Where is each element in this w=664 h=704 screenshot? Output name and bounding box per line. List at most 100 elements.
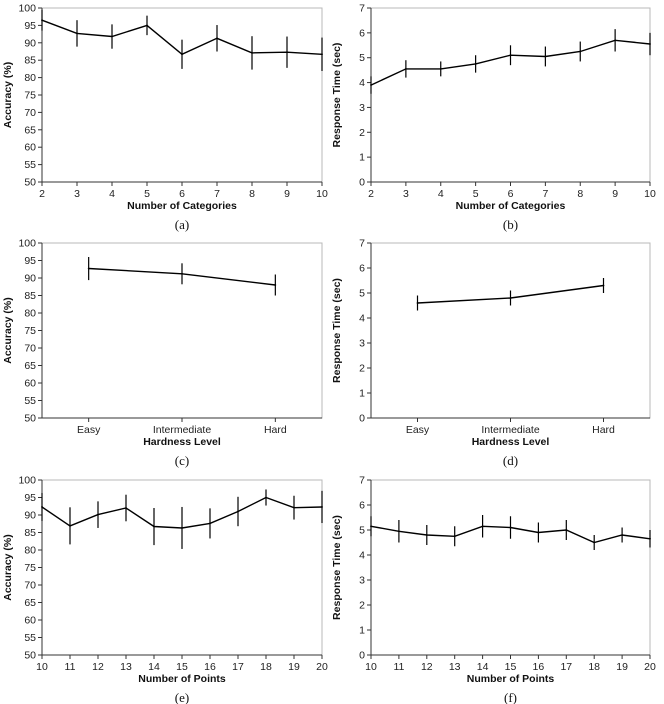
x-tick-label: 17	[560, 661, 572, 673]
x-tick-label: 19	[616, 661, 628, 673]
data-point	[593, 541, 596, 544]
x-axis-title: Number of Points	[138, 673, 226, 685]
chart-panel-d: 0 1 2 3 4 5 6 7 Easy Intermediate Hard Hardness Lev…	[331, 238, 651, 468]
x-tick-label: 11	[393, 661, 404, 673]
y-tick-label: 95	[24, 20, 36, 32]
y-tick-label: 85	[24, 527, 36, 539]
data-point	[237, 510, 239, 513]
x-tick-label: 6	[508, 188, 514, 200]
y-axis-title: Accuracy (%)	[2, 62, 14, 129]
x-tick-label: Hard	[264, 424, 287, 436]
y-tick-label: 0	[359, 177, 365, 189]
y-tick-label: 100	[18, 3, 36, 15]
x-tick-label: Easy	[77, 424, 101, 436]
y-tick-label: 85	[24, 290, 36, 302]
y-tick-label: 100	[18, 238, 36, 250]
y-tick-label: 60	[24, 615, 36, 627]
y-tick-label: 90	[24, 37, 36, 49]
data-point	[649, 43, 651, 45]
data-point	[293, 506, 295, 509]
data-point	[416, 302, 419, 304]
x-tick-label: 18	[588, 661, 600, 673]
data-point	[509, 526, 512, 529]
y-tick-label: 6	[359, 500, 365, 512]
x-tick-label: 3	[74, 188, 80, 200]
data-point	[216, 37, 218, 40]
x-tick-label: 4	[109, 188, 115, 200]
y-tick-label: 7	[359, 238, 365, 250]
y-axis-title: Response Time (sec)	[331, 515, 343, 620]
y-tick-label: 6	[359, 263, 365, 275]
x-tick-label: 13	[120, 661, 132, 673]
data-point	[87, 267, 90, 270]
data-point	[265, 496, 267, 499]
y-tick-label: 7	[359, 475, 365, 487]
x-tick-label: 20	[316, 661, 328, 673]
y-axis-title: Response Time (sec)	[331, 278, 343, 383]
chart-panel-b: 0 1 2 3 4 5 6 7 2 3 4 5 6 7 8 9 10 Number of Categories Re…	[331, 3, 656, 233]
data-point	[453, 535, 456, 538]
x-tick-label: 3	[403, 188, 409, 200]
data-point	[97, 513, 99, 516]
x-tick-label: 10	[316, 188, 328, 200]
y-tick-label: 80	[24, 308, 36, 320]
x-tick-label: 18	[260, 661, 272, 673]
panel-caption: (e)	[175, 690, 189, 704]
x-tick-label: Intermediate	[153, 424, 212, 436]
x-tick-label: 11	[65, 661, 76, 673]
data-point	[41, 506, 43, 508]
y-tick-label: 70	[24, 580, 36, 592]
y-tick-label: 65	[24, 360, 36, 372]
chart-panel-a: 50 55 60 65 70 75 80 85 90 95 100 2 3 4 5 6 7 8 9 10 Number …	[2, 3, 328, 233]
y-tick-label: 55	[24, 632, 36, 644]
y-tick-label: 4	[359, 550, 365, 562]
y-tick-label: 0	[359, 413, 365, 425]
panel-caption: (a)	[175, 217, 189, 232]
data-point	[614, 39, 617, 42]
x-tick-label: 2	[39, 188, 45, 200]
data-point	[370, 525, 372, 528]
x-tick-label: Hard	[592, 424, 615, 436]
y-tick-label: 70	[24, 107, 36, 119]
x-tick-label: 20	[644, 661, 656, 673]
y-tick-label: 70	[24, 343, 36, 355]
data-point	[321, 506, 323, 508]
data-point	[41, 19, 43, 22]
data-point	[398, 530, 400, 533]
y-tick-label: 60	[24, 378, 36, 390]
data-point	[474, 63, 477, 65]
y-tick-label: 7	[359, 3, 365, 15]
x-tick-label: 9	[284, 188, 290, 200]
data-point	[181, 53, 183, 56]
data-point	[321, 53, 323, 56]
data-point	[404, 68, 407, 70]
x-axis-title: Hardness Level	[143, 436, 221, 448]
data-point	[621, 534, 623, 536]
y-tick-label: 1	[359, 625, 365, 637]
y-axis-title: Response Time (sec)	[331, 43, 343, 148]
x-tick-label: 17	[232, 661, 244, 673]
y-tick-label: 50	[24, 650, 36, 662]
panel-caption: (b)	[503, 217, 518, 232]
y-tick-label: 55	[24, 159, 36, 171]
x-tick-label: 6	[179, 188, 185, 200]
data-point	[579, 50, 582, 53]
data-point	[69, 524, 71, 527]
x-tick-label: 14	[148, 661, 160, 673]
x-tick-label: Intermediate	[481, 424, 540, 436]
y-tick-label: 75	[24, 325, 36, 337]
data-point	[537, 531, 540, 534]
x-tick-label: 12	[92, 661, 104, 673]
x-tick-label: 9	[612, 188, 618, 200]
y-tick-label: 50	[24, 177, 36, 189]
data-point	[439, 68, 442, 70]
y-tick-label: 3	[359, 338, 365, 350]
data-point	[153, 525, 155, 528]
data-point	[286, 51, 288, 54]
y-tick-label: 100	[18, 475, 36, 487]
data-point	[544, 55, 547, 58]
data-point	[425, 534, 428, 536]
